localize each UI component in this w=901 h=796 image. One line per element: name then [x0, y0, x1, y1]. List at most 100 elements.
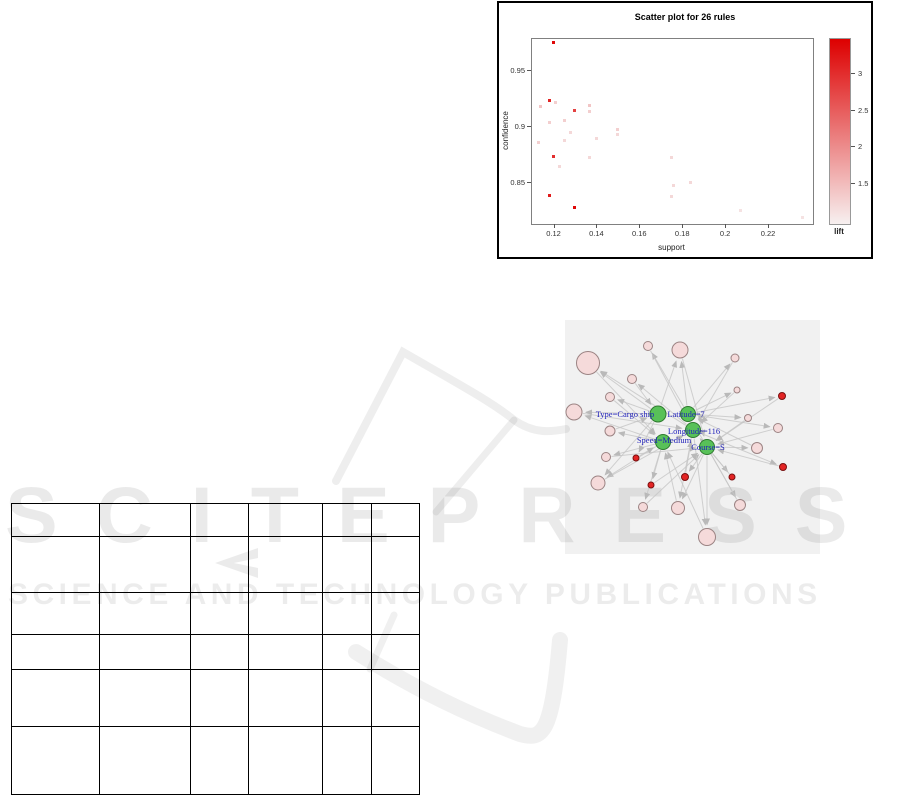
- table-cell: [322, 592, 372, 635]
- table-cell: [248, 503, 323, 537]
- table-cell: [11, 669, 100, 727]
- table-cell: [371, 726, 420, 795]
- y-axis-tick: [527, 70, 531, 72]
- colorbar-tick: [851, 182, 855, 184]
- colorbar-tick-label: 2.5: [858, 105, 869, 115]
- y-axis-tick: [527, 181, 531, 183]
- table-cell: [11, 634, 100, 670]
- table-cell: [322, 669, 372, 727]
- scatter-point: [689, 181, 693, 185]
- table-row: [11, 726, 420, 795]
- table-cell: [371, 634, 420, 670]
- network-figure-background: [565, 320, 820, 554]
- x-axis-tick-label: 0.2: [719, 229, 731, 238]
- scatter-point: [588, 109, 592, 113]
- colorbar-tick: [851, 109, 855, 111]
- x-axis-tick: [596, 224, 598, 228]
- scatter-point: [738, 209, 742, 213]
- table-cell: [99, 634, 191, 670]
- table-cell: [11, 726, 100, 795]
- scatter-point: [670, 155, 673, 159]
- table-row: [11, 503, 420, 537]
- scatter-point: [594, 136, 598, 140]
- scatter-point: [547, 98, 551, 102]
- scatter-point: [672, 183, 676, 187]
- table-cell: [371, 503, 420, 537]
- table-row: [11, 536, 420, 593]
- table-cell: [322, 536, 372, 593]
- x-axis-tick-label: 0.12: [546, 229, 561, 238]
- x-axis-tick: [553, 224, 555, 228]
- scatter-point: [539, 105, 543, 109]
- book-logo-page-line: [432, 416, 518, 516]
- colorbar-tick: [851, 146, 855, 148]
- table-cell: [11, 592, 100, 635]
- scatter-point: [616, 127, 620, 131]
- table-cell: [99, 503, 191, 537]
- colorbar-label: lift: [834, 227, 844, 236]
- x-axis-tick-label: 0.14: [589, 229, 604, 238]
- x-axis-tick: [725, 224, 727, 228]
- table-cell: [99, 536, 191, 593]
- colorbar-tick-label: 1.5: [858, 178, 869, 188]
- scatter-point: [552, 154, 556, 158]
- table-cell: [190, 503, 249, 537]
- table-cell: [248, 669, 323, 727]
- table-cell: [99, 726, 191, 795]
- scatter-point: [562, 138, 566, 142]
- y-axis-tick-label: 0.85: [510, 177, 525, 187]
- scatter-point: [537, 141, 540, 145]
- y-axis-tick-label: 0.95: [510, 66, 525, 76]
- table-cell: [190, 536, 249, 593]
- table-cell: [190, 726, 249, 795]
- scatter-point: [588, 104, 592, 108]
- y-axis-tick: [527, 125, 531, 127]
- table-cell: [248, 536, 323, 593]
- table-row: [11, 592, 420, 635]
- scatter-point: [547, 121, 551, 125]
- scatter-point: [558, 164, 562, 168]
- scatter-point: [616, 133, 620, 137]
- lift-colorbar: [829, 38, 851, 225]
- x-axis-tick: [768, 224, 770, 228]
- table-cell: [190, 592, 249, 635]
- table-cell: [322, 634, 372, 670]
- colorbar-tick-label: 3: [858, 69, 863, 79]
- table-cell: [248, 592, 323, 635]
- table-cell: [371, 669, 420, 727]
- table-cell: [371, 536, 420, 593]
- colorbar-tick: [851, 73, 855, 75]
- scatter-point: [547, 193, 551, 197]
- scatter-point: [573, 205, 577, 209]
- scatter-point: [552, 40, 556, 44]
- table-cell: [190, 634, 249, 670]
- scatter-point: [800, 215, 804, 219]
- table-cell: [11, 536, 100, 593]
- scatter-point: [588, 155, 592, 159]
- table-row: [11, 669, 420, 727]
- scatter-point: [670, 194, 673, 198]
- scatter-point: [569, 131, 573, 135]
- x-axis-tick-label: 0.16: [632, 229, 647, 238]
- table-row: [11, 634, 420, 670]
- x-axis-tick-label: 0.22: [760, 229, 776, 238]
- table-cell: [322, 726, 372, 795]
- x-axis-tick: [639, 224, 641, 228]
- table-cell: [190, 669, 249, 727]
- scatter-figure-title: Scatter plot for 26 rules: [634, 12, 736, 22]
- table-cell: [371, 592, 420, 635]
- scatter-point: [573, 108, 577, 112]
- colorbar-tick-label: 2: [858, 142, 863, 152]
- table-cell: [322, 503, 372, 537]
- scatter-x-axis-label: support: [658, 243, 685, 252]
- book-logo-icon: [332, 346, 570, 485]
- x-axis-tick-label: 0.18: [674, 229, 690, 238]
- x-axis-tick: [682, 224, 684, 228]
- y-axis-tick-label: 0.9: [514, 121, 525, 131]
- results-table: [11, 503, 420, 795]
- table-cell: [99, 669, 191, 727]
- table-cell: [248, 726, 323, 795]
- table-cell: [11, 503, 100, 537]
- table-cell: [99, 592, 191, 635]
- scatter-point: [562, 118, 566, 122]
